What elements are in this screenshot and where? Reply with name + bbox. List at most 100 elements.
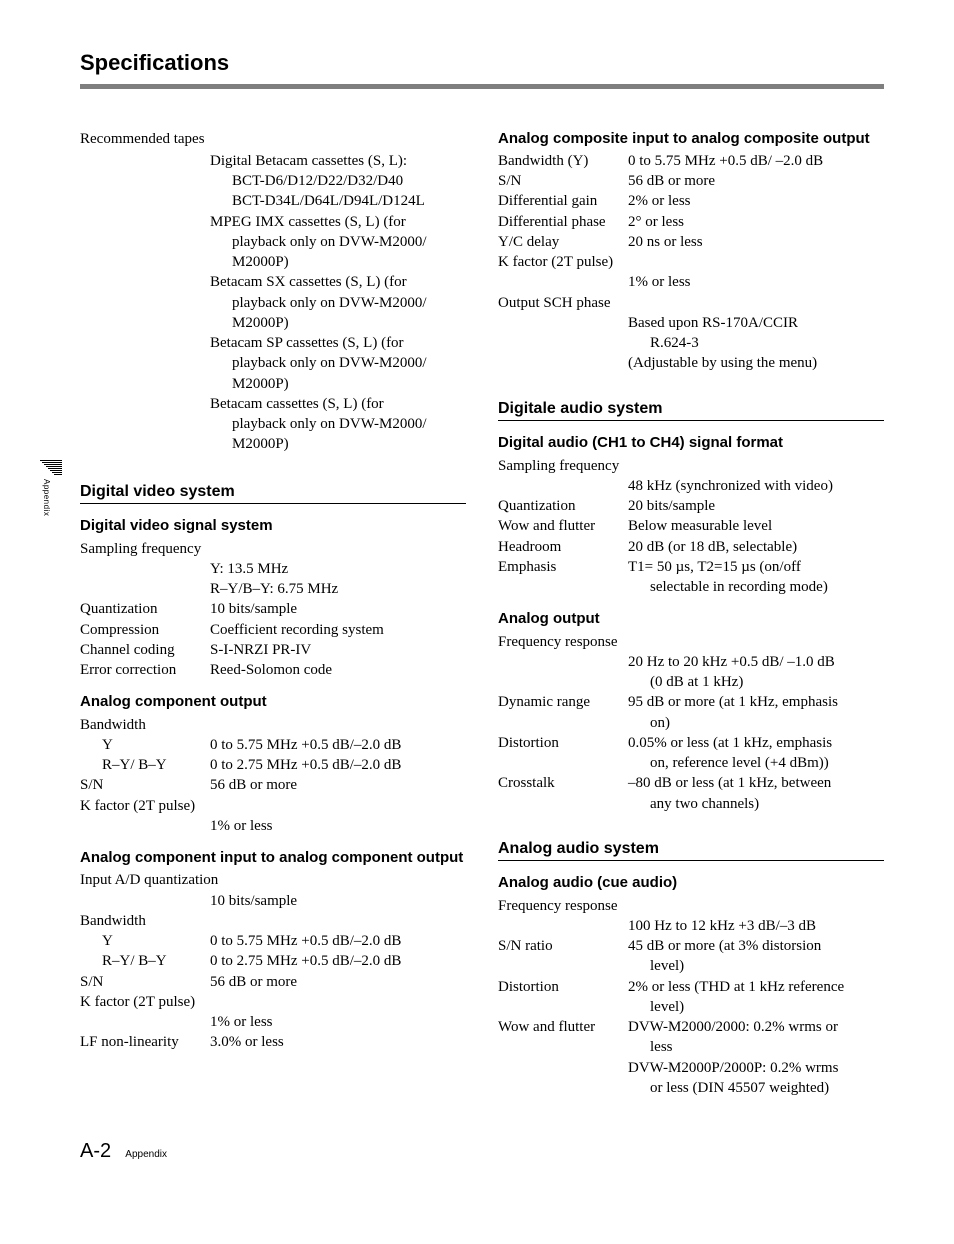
section-digital-video: Digital video system: [80, 481, 466, 505]
spec-label: Output SCH phase: [498, 293, 884, 313]
spec-value: selectable in recording mode): [628, 577, 884, 597]
spec-label: S/N: [80, 972, 210, 992]
spec-label: Sampling frequency: [498, 456, 884, 476]
spec-label: S/N: [498, 171, 628, 191]
spec-value: 56 dB or more: [210, 972, 466, 992]
spec-value: R–Y/B–Y: 6.75 MHz: [210, 579, 466, 599]
spec-value: (0 dB at 1 kHz): [628, 672, 884, 692]
title-rule: [80, 84, 884, 89]
spec-label: Quantization: [498, 496, 628, 516]
spec-label: Frequency response: [498, 632, 884, 652]
side-tab: Appendix: [30, 460, 62, 516]
tab-lines-icon: [30, 460, 62, 475]
spec-label: Emphasis: [498, 557, 628, 577]
left-column: Recommended tapes Digital Betacam casset…: [80, 129, 466, 1098]
spec-label: Bandwidth: [80, 911, 466, 931]
spec-value: Based upon RS-170A/CCIR: [628, 313, 884, 333]
spec-label: Bandwidth: [80, 715, 466, 735]
spec-value: DVW-M2000/2000: 0.2% wrms or: [628, 1017, 884, 1037]
spec-value: 1% or less: [628, 272, 884, 292]
subsection-dv-signal: Digital video signal system: [80, 516, 466, 536]
spec-value: 1% or less: [210, 1012, 466, 1032]
spec-value: (Adjustable by using the menu): [628, 353, 884, 373]
spec-label: Error correction: [80, 660, 210, 680]
footer-section: Appendix: [125, 1149, 167, 1160]
spec-value: 3.0% or less: [210, 1032, 466, 1052]
spec-value: on): [628, 713, 884, 733]
right-column: Analog composite input to analog composi…: [498, 129, 884, 1098]
spec-value: Below measurable level: [628, 516, 884, 536]
spec-label: S/N: [80, 775, 210, 795]
page-number: A-2: [80, 1140, 111, 1162]
spec-value: on, reference level (+4 dBm)): [628, 753, 884, 773]
spec-value: R.624-3: [628, 333, 884, 353]
spec-label: K factor (2T pulse): [80, 992, 466, 1012]
spec-value: 0.05% or less (at 1 kHz, emphasis: [628, 733, 884, 753]
spec-value: Coefficient recording system: [210, 620, 466, 640]
section-analog-audio: Analog audio system: [498, 838, 884, 862]
spec-label: Frequency response: [498, 896, 884, 916]
spec-value: 2° or less: [628, 212, 884, 232]
spec-value: 1% or less: [210, 816, 466, 836]
subsection-analog-composite-io: Analog composite input to analog composi…: [498, 129, 884, 149]
spec-label: Input A/D quantization: [80, 870, 466, 890]
spec-value: T1= 50 µs, T2=15 µs (on/off: [628, 557, 884, 577]
side-tab-label: Appendix: [40, 479, 51, 516]
subsection-cue-audio: Analog audio (cue audio): [498, 873, 884, 893]
spec-label: Bandwidth (Y): [498, 151, 628, 171]
spec-value: 48 kHz (synchronized with video): [628, 476, 884, 496]
spec-label: R–Y/ B–Y: [80, 755, 210, 775]
tape-list: Digital Betacam cassettes (S, L): BCT-D6…: [80, 151, 466, 455]
spec-value: Reed-Solomon code: [210, 660, 466, 680]
spec-value: level): [628, 997, 884, 1017]
spec-value: 10 bits/sample: [210, 891, 466, 911]
spec-value: –80 dB or less (at 1 kHz, between: [628, 773, 884, 793]
spec-label: Distortion: [498, 733, 628, 753]
spec-value: 56 dB or more: [628, 171, 884, 191]
spec-value: 0 to 5.75 MHz +0.5 dB/–2.0 dB: [210, 735, 466, 755]
spec-label: K factor (2T pulse): [80, 796, 466, 816]
spec-label: K factor (2T pulse): [498, 252, 884, 272]
section-digital-audio: Digitale audio system: [498, 398, 884, 422]
page-footer: A-2 Appendix: [80, 1138, 884, 1165]
spec-label: Dynamic range: [498, 692, 628, 712]
spec-value: 20 bits/sample: [628, 496, 884, 516]
spec-value: 56 dB or more: [210, 775, 466, 795]
tape-item: Digital Betacam cassettes (S, L): BCT-D6…: [210, 151, 466, 212]
spec-label: Y: [80, 931, 210, 951]
recommended-tapes-label: Recommended tapes: [80, 129, 466, 149]
spec-label: Differential gain: [498, 191, 628, 211]
spec-value: or less (DIN 45507 weighted): [628, 1078, 884, 1098]
spec-label: Wow and flutter: [498, 1017, 628, 1037]
spec-label: Channel coding: [80, 640, 210, 660]
spec-value: 0 to 5.75 MHz +0.5 dB/–2.0 dB: [210, 931, 466, 951]
subsection-analog-component-output: Analog component output: [80, 692, 466, 712]
spec-label: Sampling frequency: [80, 539, 466, 559]
spec-value: level): [628, 956, 884, 976]
spec-value: 100 Hz to 12 kHz +3 dB/–3 dB: [628, 916, 884, 936]
spec-label: Y/C delay: [498, 232, 628, 252]
spec-label: Y: [80, 735, 210, 755]
spec-value: less: [628, 1037, 884, 1057]
spec-value: 0 to 2.75 MHz +0.5 dB/–2.0 dB: [210, 755, 466, 775]
spec-label: Quantization: [80, 599, 210, 619]
spec-value: 0 to 5.75 MHz +0.5 dB/ –2.0 dB: [628, 151, 884, 171]
spec-value: 95 dB or more (at 1 kHz, emphasis: [628, 692, 884, 712]
spec-value: 2% or less: [628, 191, 884, 211]
spec-label: LF non-linearity: [80, 1032, 210, 1052]
spec-label: R–Y/ B–Y: [80, 951, 210, 971]
spec-value: DVW-M2000P/2000P: 0.2% wrms: [628, 1058, 884, 1078]
tape-item: Betacam SX cassettes (S, L) (for playbac…: [210, 272, 466, 333]
spec-value: any two channels): [628, 794, 884, 814]
tape-item: MPEG IMX cassettes (S, L) (for playback …: [210, 212, 466, 273]
spec-value: 20 dB (or 18 dB, selectable): [628, 537, 884, 557]
spec-value: 20 Hz to 20 kHz +0.5 dB/ –1.0 dB: [628, 652, 884, 672]
tape-item: Betacam cassettes (S, L) (for playback o…: [210, 394, 466, 455]
spec-label: Distortion: [498, 977, 628, 997]
subsection-analog-component-io: Analog component input to analog compone…: [80, 848, 466, 868]
spec-value: 20 ns or less: [628, 232, 884, 252]
spec-value: 45 dB or more (at 3% distorsion: [628, 936, 884, 956]
subsection-analog-output: Analog output: [498, 609, 884, 629]
spec-value: 0 to 2.75 MHz +0.5 dB/–2.0 dB: [210, 951, 466, 971]
subsection-digital-audio-format: Digital audio (CH1 to CH4) signal format: [498, 433, 884, 453]
